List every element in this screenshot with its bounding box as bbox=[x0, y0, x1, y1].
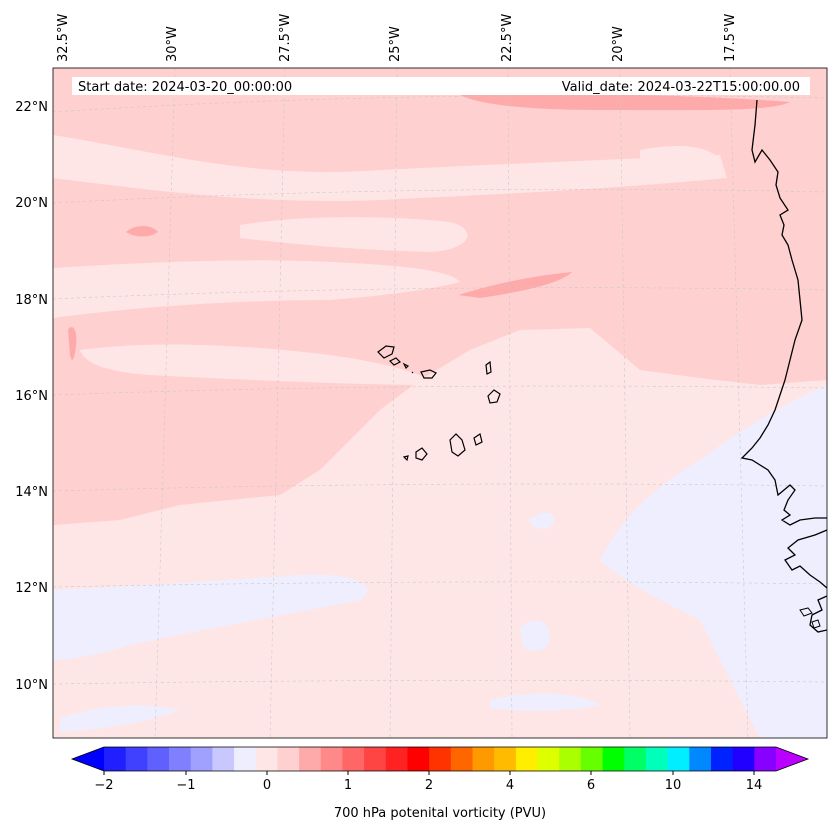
colorbar-tick-label: 0 bbox=[263, 778, 271, 793]
colorbar-segment bbox=[559, 747, 582, 771]
colorbar-extend-max bbox=[776, 747, 808, 771]
colorbar-segment bbox=[624, 747, 647, 771]
colorbar-segment bbox=[667, 747, 690, 771]
colorbar-tick-label: 4 bbox=[506, 778, 514, 793]
dark-patch-west bbox=[68, 326, 77, 360]
colorbar: −2 −1 0 1 2 4 6 10 14 bbox=[70, 746, 810, 793]
colorbar-tick-label: −1 bbox=[176, 778, 195, 793]
lavender-band-south bbox=[53, 574, 368, 660]
lavender-patch-11n bbox=[520, 620, 550, 651]
lon-label-17-5w: 17.5°W bbox=[723, 14, 738, 62]
colorbar-segment bbox=[234, 747, 257, 771]
light-band-20n bbox=[53, 135, 727, 201]
colorbar-tick-label: −2 bbox=[94, 778, 113, 793]
colorbar-segment bbox=[320, 747, 343, 771]
colorbar-segment bbox=[710, 747, 734, 771]
lon-label-25w: 25°W bbox=[388, 26, 403, 62]
light-band-18n bbox=[53, 260, 460, 318]
colorbar-segment bbox=[645, 747, 669, 771]
graticule bbox=[53, 68, 827, 738]
lon-label-27-5w: 27.5°W bbox=[278, 14, 293, 62]
lat-label-10n: 10°N bbox=[15, 678, 48, 693]
colorbar-segment bbox=[342, 747, 365, 771]
lat-label-12n: 12°N bbox=[15, 581, 48, 596]
colorbar-tick-label: 14 bbox=[746, 778, 763, 793]
info-banner bbox=[72, 77, 810, 95]
longitude-labels: 32.5°W 30°W 27.5°W 25°W 22.5°W 20°W 17.5… bbox=[56, 14, 738, 62]
colorbar-segment bbox=[602, 747, 625, 771]
lon-label-20w: 20°W bbox=[611, 26, 626, 62]
colorbar-extend-min bbox=[72, 747, 104, 771]
dark-streak-northeast bbox=[460, 93, 790, 111]
lon-label-30w: 30°W bbox=[165, 26, 180, 62]
bijagos-islands bbox=[799, 607, 821, 629]
lat-label-22n: 22°N bbox=[15, 100, 48, 115]
valid-date-label: Valid_date: 2024-03-22T15:00:00.00 bbox=[562, 80, 800, 95]
africa-coastline-guinea bbox=[809, 595, 827, 633]
africa-coastline-south bbox=[784, 529, 827, 589]
lat-label-14n: 14°N bbox=[15, 485, 48, 500]
colorbar-segment bbox=[212, 747, 235, 771]
colorbar-segment bbox=[169, 747, 192, 771]
colorbar-segment bbox=[104, 747, 127, 771]
dark-streak-18n bbox=[458, 272, 572, 298]
colorbar-segment bbox=[515, 747, 539, 771]
colorbar-segment bbox=[147, 747, 170, 771]
colorbar-segment bbox=[364, 747, 387, 771]
colorbar-segment bbox=[277, 747, 300, 771]
lat-label-18n: 18°N bbox=[15, 293, 48, 308]
lavender-patch-13n bbox=[528, 512, 555, 530]
lat-label-16n: 16°N bbox=[15, 389, 48, 404]
latitude-labels: 22°N 20°N 18°N 16°N 14°N 12°N 10°N bbox=[15, 100, 48, 693]
map-frame bbox=[52, 67, 828, 739]
colorbar-segment bbox=[472, 747, 495, 771]
colorbar-segment bbox=[190, 747, 213, 771]
colorbar-segment bbox=[494, 747, 517, 771]
light-patch-16n bbox=[80, 344, 440, 385]
colorbar-segment bbox=[125, 747, 148, 771]
colorbar-segment bbox=[450, 747, 474, 771]
colorbar-segment bbox=[689, 747, 712, 771]
colorbar-tick-label: 2 bbox=[425, 778, 433, 793]
africa-coastline bbox=[740, 99, 827, 526]
lon-label-22-5w: 22.5°W bbox=[500, 14, 515, 62]
colorbar-segment bbox=[754, 747, 777, 771]
cape-verde-islands bbox=[377, 345, 501, 462]
lavender-patch-sw bbox=[60, 705, 180, 732]
colorbar-tick-label: 1 bbox=[344, 778, 352, 793]
colorbar-segment bbox=[385, 747, 408, 771]
light-band-19n bbox=[240, 217, 468, 252]
colorbar-tick-label: 6 bbox=[587, 778, 595, 793]
colorbar-segment bbox=[299, 747, 322, 771]
pv-field bbox=[53, 68, 827, 738]
colorbar-segment bbox=[580, 747, 604, 771]
lon-label-32-5w: 32.5°W bbox=[56, 14, 71, 62]
colorbar-title: 700 hPa potenital vorticity (PVU) bbox=[333, 806, 547, 821]
dark-patch-19n bbox=[126, 226, 158, 237]
colorbar-tick-label: 10 bbox=[665, 778, 682, 793]
start-date-label: Start date: 2024-03-20_00:00:00 bbox=[78, 80, 292, 95]
colorbar-segment bbox=[255, 747, 278, 771]
lavender-patch-south bbox=[490, 693, 600, 711]
light-patch-northeast bbox=[640, 145, 720, 170]
colorbar-segment bbox=[407, 747, 430, 771]
colorbar-segment bbox=[537, 747, 560, 771]
lat-label-20n: 20°N bbox=[15, 196, 48, 211]
colorbar-segment bbox=[429, 747, 452, 771]
colorbar-segment bbox=[732, 747, 755, 771]
